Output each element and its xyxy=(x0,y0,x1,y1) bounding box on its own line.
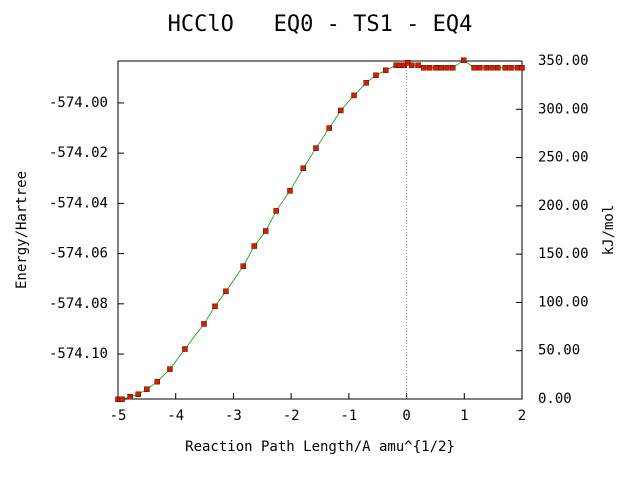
data-point xyxy=(326,125,332,131)
data-point xyxy=(154,378,160,385)
y2-tick-label: 0.00 xyxy=(538,391,572,407)
data-point xyxy=(363,80,369,86)
data-point xyxy=(514,65,521,71)
data-point xyxy=(212,303,218,310)
data-point xyxy=(502,65,509,71)
data-point xyxy=(519,65,525,71)
y2-tick-label: 150.00 xyxy=(538,246,589,262)
x-tick-label: 1 xyxy=(460,408,468,424)
y-tick-label: -574.08 xyxy=(49,296,108,312)
data-point xyxy=(477,65,483,71)
data-point xyxy=(373,72,379,79)
data-point xyxy=(287,188,293,194)
x-tick-label: -1 xyxy=(340,408,357,424)
data-line xyxy=(118,59,522,400)
data-point xyxy=(489,65,495,71)
data-point xyxy=(438,65,444,71)
chart-title: HCClO EQ0 - TS1 - EQ4 xyxy=(168,12,473,37)
y2-tick-label: 50.00 xyxy=(538,343,580,359)
data-point xyxy=(483,65,489,71)
data-point xyxy=(409,62,415,69)
data-point xyxy=(240,263,246,269)
y-axis-label: Energy/Hartree xyxy=(14,171,30,289)
data-point xyxy=(460,57,467,63)
data-point xyxy=(167,366,173,372)
y2-axis-label: kJ/mol xyxy=(601,205,617,256)
data-point xyxy=(495,65,501,71)
data-point xyxy=(383,67,389,74)
data-point xyxy=(351,92,357,99)
data-point xyxy=(127,393,133,400)
y-tick-label: -574.00 xyxy=(49,95,108,111)
data-point xyxy=(444,65,450,71)
x-tick-label: -3 xyxy=(225,408,242,424)
x-tick-label: -5 xyxy=(110,408,127,424)
data-point xyxy=(251,243,257,249)
y2-tick-label: 300.00 xyxy=(538,101,589,117)
data-point xyxy=(338,107,344,114)
data-point xyxy=(426,65,433,71)
x-axis-label: Reaction Path Length/A amu^{1/2} xyxy=(185,439,455,455)
data-point xyxy=(471,65,477,71)
x-tick-label: 0 xyxy=(402,408,410,424)
data-point xyxy=(135,391,141,397)
data-point xyxy=(273,208,279,214)
y-tick-label: -574.10 xyxy=(49,346,108,362)
data-point xyxy=(144,386,150,392)
data-point xyxy=(313,145,319,151)
x-tick-label: -2 xyxy=(283,408,300,424)
data-point xyxy=(262,228,269,234)
x-tick-label: -4 xyxy=(167,408,184,424)
y-tick-label: -574.02 xyxy=(49,145,108,161)
y2-tick-label: 100.00 xyxy=(538,294,589,310)
y-tick-label: -574.06 xyxy=(49,246,108,262)
data-point xyxy=(421,65,427,71)
plot-frame xyxy=(117,60,523,400)
data-point xyxy=(223,288,229,295)
x-tick-label: 2 xyxy=(518,408,526,424)
data-point xyxy=(182,346,188,352)
data-point xyxy=(508,65,514,71)
y2-tick-label: 250.00 xyxy=(538,150,589,166)
data-point xyxy=(449,65,456,71)
data-point xyxy=(415,62,421,69)
data-point xyxy=(300,165,307,171)
data-point xyxy=(119,396,125,403)
y2-tick-label: 350.00 xyxy=(538,53,589,69)
y-tick-label: -574.04 xyxy=(49,195,108,211)
data-point xyxy=(201,321,207,327)
data-point xyxy=(433,65,439,71)
y2-tick-label: 200.00 xyxy=(538,198,589,214)
